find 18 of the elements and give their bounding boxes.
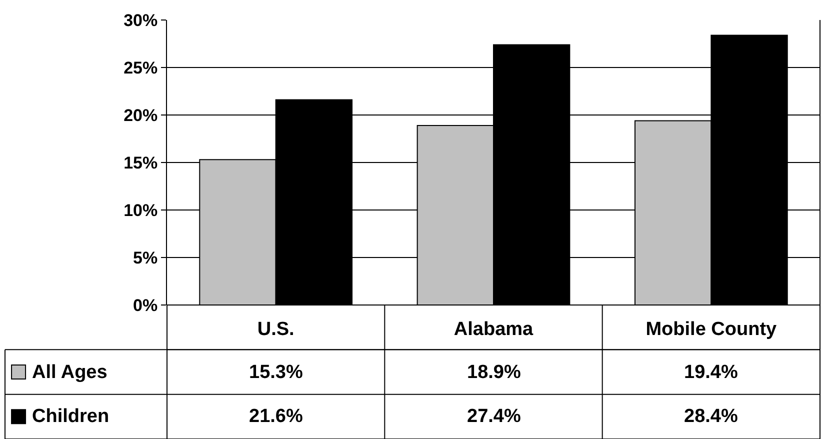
data-label: 28.4% <box>684 406 738 427</box>
y-tick-label: 5% <box>133 248 158 268</box>
legend-label: Children <box>32 406 110 427</box>
y-tick-label: 20% <box>124 106 158 125</box>
y-tick-label: 30% <box>124 10 158 30</box>
x-tick-label: U.S. <box>257 319 294 340</box>
data-label: 21.6% <box>249 406 303 427</box>
x-tick-label: Mobile County <box>646 319 778 340</box>
y-tick-label: 10% <box>124 200 158 220</box>
x-tick-label: Alabama <box>454 319 534 340</box>
data-label: 18.9% <box>467 362 521 383</box>
y-tick-label: 0% <box>133 296 158 315</box>
data-label: 27.4% <box>467 406 521 427</box>
legend-label: All Ages <box>32 362 108 383</box>
y-tick-label: 25% <box>124 58 158 78</box>
y-tick-label: 15% <box>124 153 158 172</box>
data-label: 19.4% <box>684 362 738 383</box>
data-label: 15.3% <box>249 362 303 383</box>
